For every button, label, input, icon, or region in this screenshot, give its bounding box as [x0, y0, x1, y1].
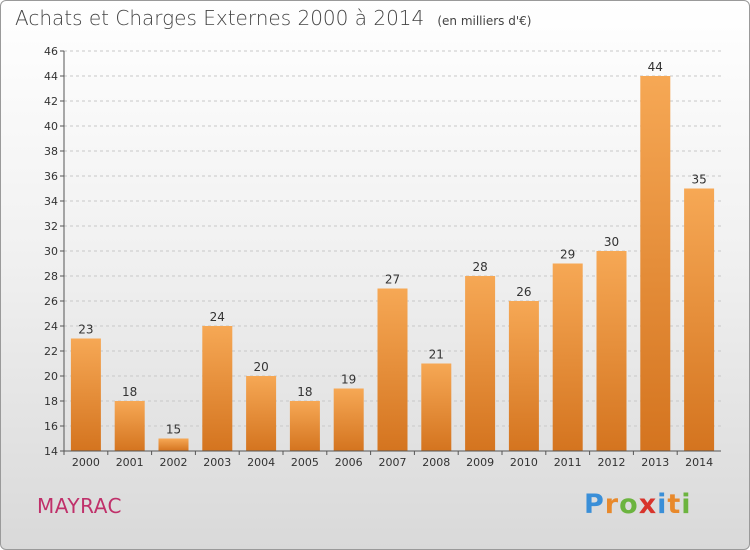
x-tick-label: 2000 — [72, 456, 100, 469]
bar — [465, 276, 496, 451]
bar — [640, 76, 671, 451]
value-label: 44 — [648, 60, 663, 74]
bar — [114, 401, 145, 451]
y-tick-label: 14 — [44, 445, 58, 458]
x-tick-label: 2014 — [685, 456, 713, 469]
value-label: 19 — [341, 373, 356, 387]
y-tick-label: 28 — [44, 270, 58, 283]
bar — [202, 326, 233, 451]
y-tick-label: 24 — [44, 320, 58, 333]
value-label: 15 — [166, 423, 181, 437]
logo-letter: r — [604, 489, 620, 520]
place-label: MAYRAC — [37, 494, 122, 518]
value-label: 24 — [210, 310, 225, 324]
value-label: 30 — [604, 235, 619, 249]
logo-letter: t — [667, 489, 682, 520]
y-tick-label: 16 — [44, 420, 58, 433]
bar — [508, 301, 539, 451]
y-tick-label: 20 — [44, 370, 58, 383]
y-tick-label: 22 — [44, 345, 58, 358]
value-label: 18 — [122, 385, 137, 399]
value-label: 29 — [560, 248, 575, 262]
x-tick-label: 2012 — [598, 456, 626, 469]
title-row: Achats et Charges Externes 2000 à 2014 (… — [15, 6, 531, 30]
value-label: 26 — [516, 285, 531, 299]
chart-title: Achats et Charges Externes 2000 à 2014 — [15, 6, 425, 30]
bar — [684, 188, 715, 451]
bar — [289, 401, 320, 451]
y-tick-label: 26 — [44, 295, 58, 308]
x-tick-label: 2013 — [641, 456, 669, 469]
logo-letter: x — [638, 489, 658, 520]
x-tick-label: 2008 — [422, 456, 450, 469]
x-tick-label: 2010 — [510, 456, 538, 469]
bar — [158, 438, 189, 451]
x-tick-label: 2004 — [247, 456, 275, 469]
y-tick-label: 42 — [44, 95, 58, 108]
y-tick-label: 44 — [44, 70, 58, 83]
bar — [552, 263, 583, 451]
logo-letter: P — [584, 489, 605, 520]
value-label: 35 — [691, 173, 706, 187]
x-tick-label: 2003 — [203, 456, 231, 469]
x-tick-label: 2009 — [466, 456, 494, 469]
y-tick-label: 30 — [44, 245, 58, 258]
bar — [70, 338, 101, 451]
bar — [596, 251, 627, 451]
logo-letter: o — [619, 489, 639, 520]
y-tick-label: 46 — [44, 45, 58, 58]
value-label: 20 — [253, 360, 268, 374]
value-label: 27 — [385, 273, 400, 287]
value-label: 23 — [78, 323, 93, 337]
y-tick-label: 40 — [44, 120, 58, 133]
x-tick-label: 2002 — [160, 456, 188, 469]
y-tick-label: 32 — [44, 220, 58, 233]
x-tick-label: 2011 — [554, 456, 582, 469]
x-tick-label: 2005 — [291, 456, 319, 469]
chart-subtitle: (en milliers d'€) — [437, 14, 532, 28]
bar — [246, 376, 277, 451]
proxiti-logo: Proxiti — [584, 489, 692, 520]
x-tick-label: 2007 — [379, 456, 407, 469]
y-tick-label: 36 — [44, 170, 58, 183]
value-labels: 23 18 15 24 20 18 19 27 21 28 26 29 30 44 35 — [78, 60, 706, 437]
x-tick-label: 2001 — [116, 456, 144, 469]
y-tick-label: 38 — [44, 145, 58, 158]
value-label: 21 — [429, 348, 444, 362]
bar — [421, 363, 452, 451]
logo-letter: i — [681, 489, 692, 520]
logo-letter: i — [657, 489, 668, 520]
x-tick-label: 2006 — [335, 456, 363, 469]
bars — [70, 76, 715, 451]
value-label: 18 — [297, 385, 312, 399]
axes: 14 16 18 20 22 24 26 28 30 32 34 36 38 40 42 44 46 2000 20… — [44, 45, 721, 469]
bar — [333, 388, 364, 451]
value-label: 28 — [472, 260, 487, 274]
y-tick-label: 18 — [44, 395, 58, 408]
y-tick-label: 34 — [44, 195, 58, 208]
bar — [377, 288, 408, 451]
